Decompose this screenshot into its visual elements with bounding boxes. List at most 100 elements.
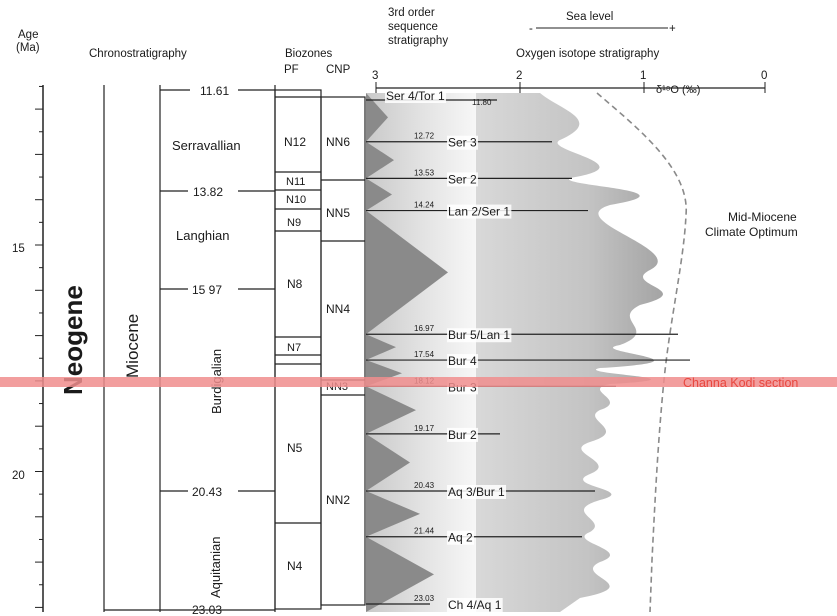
sequence-boundary-age: 13.53	[414, 168, 435, 177]
chronostratigraphy-header: Chronostratigraphy	[89, 48, 187, 60]
isotope-axis: 3 2 1 0	[372, 70, 767, 93]
boundary-age-23-03: 23.03	[192, 603, 222, 616]
sequence-boundary-age: 12.72	[414, 132, 435, 141]
pf-zone-n7: N7	[287, 342, 301, 354]
climate-optimum-label-line1: Mid-Miocene	[728, 210, 797, 224]
sequence-label-backing	[447, 598, 503, 612]
sequence-label-backing	[447, 328, 512, 343]
pf-zone-lines	[275, 96, 321, 524]
pf-zone-n9: N9	[287, 217, 301, 229]
sequence-boundary-label: Ser 4/Tor 1	[386, 89, 445, 103]
sequence-label-backing	[447, 135, 479, 150]
sequence-boundary-label: Aq 3/Bur 1	[448, 485, 505, 499]
isotope-tick-label-0: 0	[761, 70, 767, 82]
sequence-triangle	[366, 334, 396, 361]
isotope-panel	[366, 92, 687, 613]
stage-label-aquitanian: Aquitanian	[208, 537, 223, 598]
sequence-boundary-age: 21.44	[414, 527, 435, 536]
age-tick-label-15: 15	[12, 243, 25, 255]
sequence-label-backing	[447, 354, 479, 369]
age-header-line1: Age	[18, 29, 38, 41]
sequence-triangles	[366, 93, 448, 612]
boundary-age-20-43: 20.43	[192, 485, 222, 499]
cnp-column	[320, 96, 366, 606]
sequence-label-backing	[447, 427, 479, 442]
epoch-miocene-label: Miocene	[123, 314, 142, 378]
age-axis: 15 20	[12, 85, 44, 612]
pf-zone-n12: N12	[284, 135, 306, 149]
sequence-boundary-label: Ser 2	[448, 172, 477, 186]
stage-label-langhian: Langhian	[176, 228, 230, 243]
sequence-triangle	[366, 93, 388, 142]
pf-zone-n5: N5	[287, 441, 303, 455]
boundary-age-15-97: 15 97	[192, 283, 222, 297]
sequence-boundary-label: Aq 2	[448, 531, 473, 545]
boundary-age-11-61: 11.61	[200, 84, 229, 98]
d18o-axis-label: δ¹⁸O (‰)	[656, 84, 700, 96]
pf-header: PF	[284, 64, 299, 76]
sequence-boundary-label: Ser 3	[448, 136, 477, 150]
climate-optimum-label-line2: Climate Optimum	[705, 225, 798, 239]
pf-zone-n10: N10	[286, 194, 306, 206]
sequence-label-backing	[447, 484, 507, 499]
sequence-boundary-age: 16.97	[414, 324, 435, 333]
cnp-zone-nn5: NN5	[326, 206, 350, 220]
sequence-boundary-label: Bur 2	[448, 428, 477, 442]
age-header-line2: (Ma)	[16, 42, 40, 54]
sequence-label-backing	[385, 89, 447, 103]
sequence-triangle	[366, 210, 448, 335]
sea-level-plus: +	[669, 23, 676, 35]
oxygen-isotope-header: Oxygen isotope stratigraphy	[516, 48, 659, 60]
stage-label-serravallian: Serravallian	[172, 138, 241, 153]
sequence-header-line1: 3rd order	[388, 7, 435, 19]
sequence-label-backing	[447, 530, 475, 545]
era-neogene-label: Neogene	[58, 285, 88, 395]
era-epoch-columns: Neogene Miocene	[58, 85, 275, 612]
sequence-boundary-label: Lan 2/Ser 1	[448, 205, 510, 219]
pf-zone-n4: N4	[287, 559, 303, 573]
cnp-header: CNP	[326, 64, 351, 76]
stage-boundary-lines	[160, 89, 275, 492]
sequence-triangle	[366, 141, 394, 179]
sea-level-label: Sea level	[566, 11, 613, 23]
sea-level-curve	[476, 93, 663, 612]
sequence-label-backing	[447, 204, 512, 219]
sequence-boundaries: 11.80 Ser 4/Tor 1 12.72 Ser 3 13.53 Ser 2 14.2…	[366, 89, 690, 612]
pf-zone-n8: N8	[287, 277, 303, 291]
stage-column: Serravallian Langhian Burdigalian Aquita…	[160, 84, 276, 616]
cnp-zone-nn2: NN2	[326, 493, 350, 507]
sequence-boundary-label: Bur 5/Lan 1	[448, 328, 510, 342]
sequence-boundary-age: 11.80	[472, 98, 492, 107]
isotope-tick-label-1: 1	[640, 70, 646, 82]
sequence-boundary-label: Bur 4	[448, 354, 477, 368]
sequence-header-line3: stratigraphy	[388, 35, 448, 47]
sequence-triangle	[366, 490, 420, 537]
sequence-boundary-age: 23.03	[414, 594, 435, 603]
cnp-zone-nn6: NN6	[326, 135, 350, 149]
age-tick-label-20: 20	[12, 470, 25, 482]
sequence-boundary-age: 17.54	[414, 350, 435, 359]
sequence-triangle	[366, 178, 392, 211]
boundary-age-13-82: 13.82	[193, 185, 223, 199]
isotope-tick-label-2: 2	[516, 70, 522, 82]
sea-level-minus: -	[529, 23, 533, 35]
biozones-header: Biozones	[285, 48, 333, 60]
cnp-zone-nn4: NN4	[326, 302, 350, 316]
sequence-header-line2: sequence	[388, 21, 438, 33]
pf-zone-n11: N11	[286, 176, 305, 188]
sequence-label-backing	[447, 172, 479, 187]
sequence-triangle	[366, 433, 410, 491]
biozone-columns: N12 N11 N10 N9 N8 N7 N5 N4 NN6 NN5 NN4 N…	[274, 89, 366, 610]
age-axis-ticks	[35, 85, 43, 608]
column-headers: Age (Ma) Chronostratigraphy Biozones PF …	[16, 7, 700, 96]
sequence-boundary-label: Ch 4/Aq 1	[448, 598, 502, 612]
channa-kodi-section-label: Channa Kodi section	[683, 376, 798, 390]
sequence-triangle	[366, 536, 434, 612]
sequence-triangle	[366, 386, 416, 434]
section-highlight-band	[0, 377, 837, 387]
sequence-boundary-age: 20.43	[414, 481, 435, 490]
sequence-boundary-age: 14.24	[414, 201, 435, 210]
isotope-tick-label-3: 3	[372, 70, 378, 82]
sequence-boundary-age: 19.17	[414, 424, 435, 433]
